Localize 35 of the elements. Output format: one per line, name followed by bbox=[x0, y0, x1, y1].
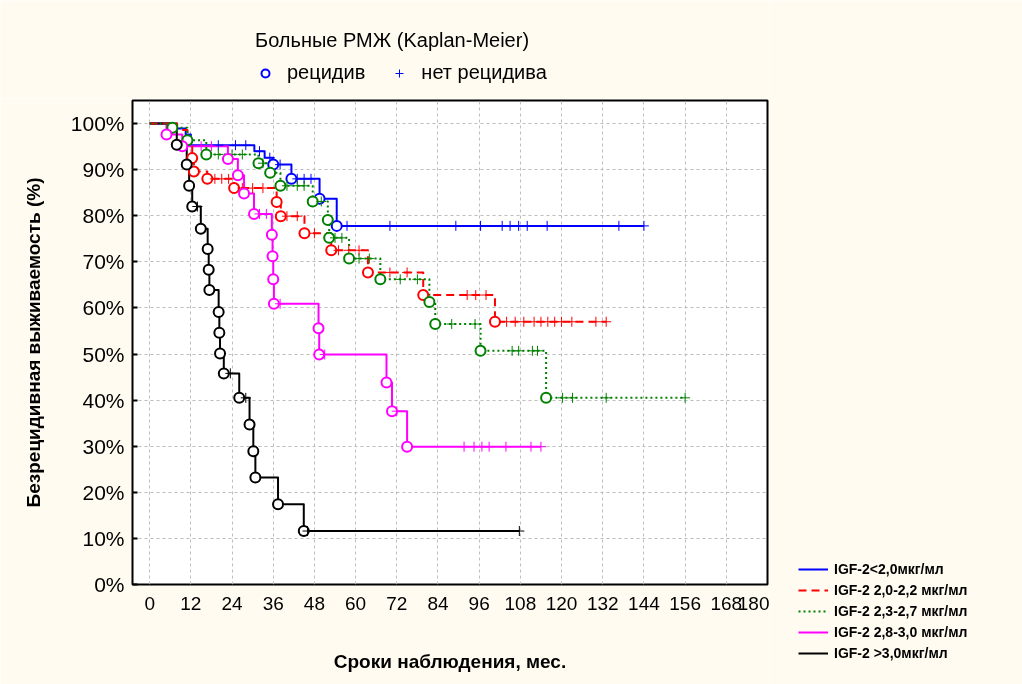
x-tick-label: 60 bbox=[345, 592, 367, 614]
x-tick-label: 24 bbox=[221, 592, 244, 614]
y-tick-label: 30% bbox=[82, 434, 125, 458]
y-tick-label: 60% bbox=[82, 296, 125, 320]
y-tick-label: 90% bbox=[82, 158, 125, 182]
legend-title: Больные РМЖ (Kaplan-Meier) bbox=[255, 29, 531, 52]
x-tick-label: 72 bbox=[386, 592, 408, 614]
legend-label: нет рецидива bbox=[421, 61, 547, 84]
y-axis-title: Безрецидивная выживаемость (%) bbox=[22, 177, 44, 508]
legend-label: IGF-2 2,0-2,2 мкг/мл bbox=[834, 581, 968, 600]
y-tick-label: 50% bbox=[82, 342, 125, 366]
x-tick-label: 84 bbox=[427, 592, 449, 614]
x-tick-label: 144 bbox=[628, 592, 661, 614]
y-tick-label: 20% bbox=[82, 480, 125, 504]
y-tick-label: 40% bbox=[82, 388, 125, 412]
legend-label: IGF-2 >3,0мкг/мл bbox=[834, 644, 948, 663]
x-tick-label: 12 bbox=[180, 592, 202, 614]
x-tick-label: 0 bbox=[144, 592, 155, 614]
x-tick-label: 108 bbox=[504, 592, 537, 614]
x-tick-label: 132 bbox=[586, 592, 619, 614]
x-tick-label: 96 bbox=[468, 592, 490, 614]
legend-label: IGF-2 2,8-3,0 мкг/мл bbox=[834, 623, 968, 642]
y-tick-label: 80% bbox=[82, 204, 125, 228]
y-tick-label: 0% bbox=[94, 573, 125, 596]
legend-label: IGF-2 2,3-2,7 мкг/мл bbox=[834, 602, 968, 621]
x-axis-title: Сроки наблюдения, мес. bbox=[333, 650, 567, 672]
y-tick-label: 10% bbox=[82, 526, 125, 550]
y-tick-label: 70% bbox=[82, 250, 125, 274]
y-tick-label: 100% bbox=[70, 112, 125, 136]
x-tick-label: 48 bbox=[303, 592, 325, 614]
legend-label: рецидив bbox=[287, 61, 366, 84]
x-tick-label: 120 bbox=[545, 592, 578, 614]
x-tick-label: 36 bbox=[262, 592, 284, 614]
x-tick-label: 156 bbox=[669, 592, 701, 614]
legend-label: IGF-2<2,0мкг/мл bbox=[834, 560, 944, 579]
